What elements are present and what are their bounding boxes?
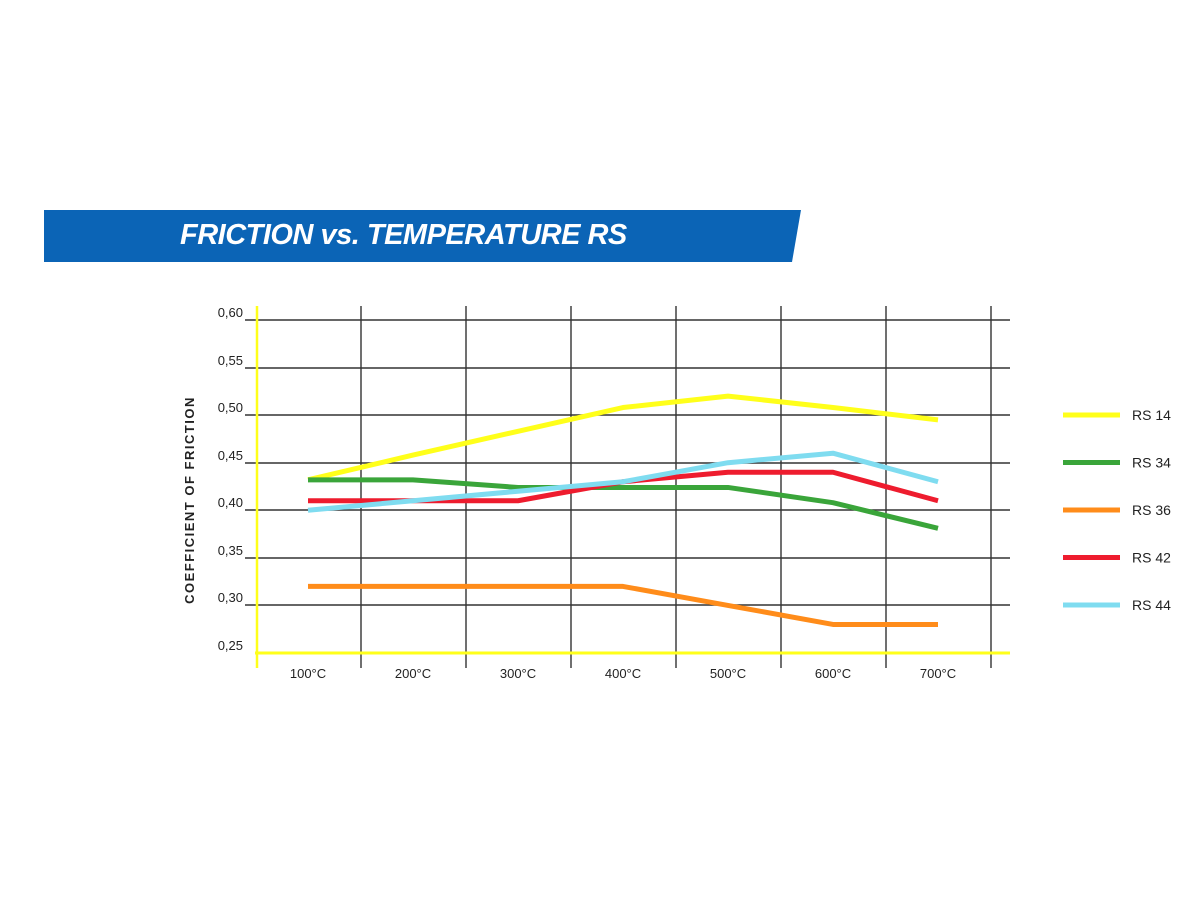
chart-grid [245,306,1010,668]
y-tick-label: 0,40 [218,495,243,510]
y-tick-label: 0,25 [218,638,243,653]
x-tick-label: 700°C [920,666,956,681]
x-tick-label: 400°C [605,666,641,681]
y-tick-label: 0,60 [218,305,243,320]
y-axis-label: COEFFICIENT OF FRICTION [182,396,197,604]
x-axis-ticks: 100°C 200°C 300°C 400°C 500°C 600°C 700°C [290,666,956,681]
x-tick-label: 600°C [815,666,851,681]
banner-background [44,210,801,262]
series-line [308,477,939,531]
legend-label: RS 42 [1132,550,1171,566]
series-lines [307,393,939,627]
legend-label: RS 36 [1132,502,1171,518]
x-tick-label: 500°C [710,666,746,681]
y-axis-ticks: 0,60 0,55 0,50 0,45 0,40 0,35 0,30 0,25 [218,305,243,653]
legend-label: RS 14 [1132,407,1171,423]
y-tick-label: 0,45 [218,448,243,463]
x-tick-label: 200°C [395,666,431,681]
legend: RS 14 RS 34 RS 36 RS 42 RS 44 [1063,407,1171,613]
y-tick-label: 0,50 [218,400,243,415]
y-tick-label: 0,55 [218,353,243,368]
y-tick-label: 0,30 [218,590,243,605]
y-tick-label: 0,35 [218,543,243,558]
series-line [307,450,939,513]
series-line [307,393,939,483]
chart-title: FRICTION vs. TEMPERATURE RS [180,219,627,251]
x-tick-label: 100°C [290,666,326,681]
x-tick-label: 300°C [500,666,536,681]
legend-label: RS 44 [1132,597,1171,613]
legend-label: RS 34 [1132,455,1171,471]
series-line [308,583,938,627]
chart-axes [255,306,1010,668]
